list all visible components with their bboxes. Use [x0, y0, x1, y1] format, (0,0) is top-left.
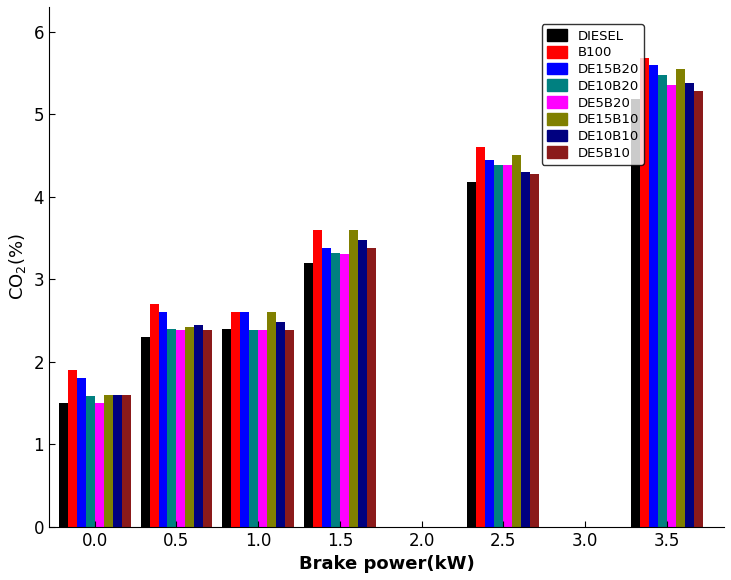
Bar: [485, 160, 494, 527]
Y-axis label: CO$_2$(%): CO$_2$(%): [7, 233, 28, 300]
Bar: [58, 403, 68, 527]
Bar: [521, 172, 531, 527]
Bar: [231, 312, 240, 527]
Bar: [68, 370, 77, 527]
Bar: [276, 322, 285, 527]
Bar: [340, 255, 349, 527]
Bar: [176, 330, 186, 527]
Bar: [86, 396, 95, 527]
Bar: [631, 99, 640, 527]
Bar: [268, 312, 276, 527]
Bar: [667, 85, 676, 527]
Bar: [331, 253, 340, 527]
Bar: [358, 240, 367, 527]
Bar: [685, 83, 694, 527]
Bar: [77, 378, 86, 527]
Bar: [113, 394, 122, 527]
Bar: [504, 165, 512, 527]
Bar: [258, 330, 268, 527]
Bar: [322, 248, 331, 527]
Bar: [167, 329, 176, 527]
Bar: [203, 330, 213, 527]
Bar: [304, 263, 313, 527]
Bar: [150, 304, 159, 527]
Bar: [367, 248, 376, 527]
Legend: DIESEL, B100, DE15B20, DE10B20, DE5B20, DE15B10, DE10B10, DE5B10: DIESEL, B100, DE15B20, DE10B20, DE5B20, …: [542, 24, 644, 165]
Bar: [240, 312, 249, 527]
Bar: [494, 165, 504, 527]
Bar: [159, 312, 167, 527]
Bar: [140, 337, 150, 527]
Bar: [95, 403, 104, 527]
Bar: [676, 69, 685, 527]
Bar: [512, 155, 521, 527]
Bar: [285, 330, 294, 527]
Bar: [477, 147, 485, 527]
Bar: [313, 230, 322, 527]
Bar: [640, 58, 649, 527]
Bar: [694, 91, 702, 527]
Bar: [186, 327, 194, 527]
Bar: [531, 173, 539, 527]
Bar: [349, 230, 358, 527]
Bar: [249, 330, 258, 527]
Bar: [104, 394, 113, 527]
Bar: [467, 182, 477, 527]
Bar: [658, 75, 667, 527]
Bar: [194, 325, 203, 527]
Bar: [649, 65, 658, 527]
X-axis label: Brake power(kW): Brake power(kW): [299, 555, 474, 573]
Bar: [122, 394, 131, 527]
Bar: [222, 329, 231, 527]
